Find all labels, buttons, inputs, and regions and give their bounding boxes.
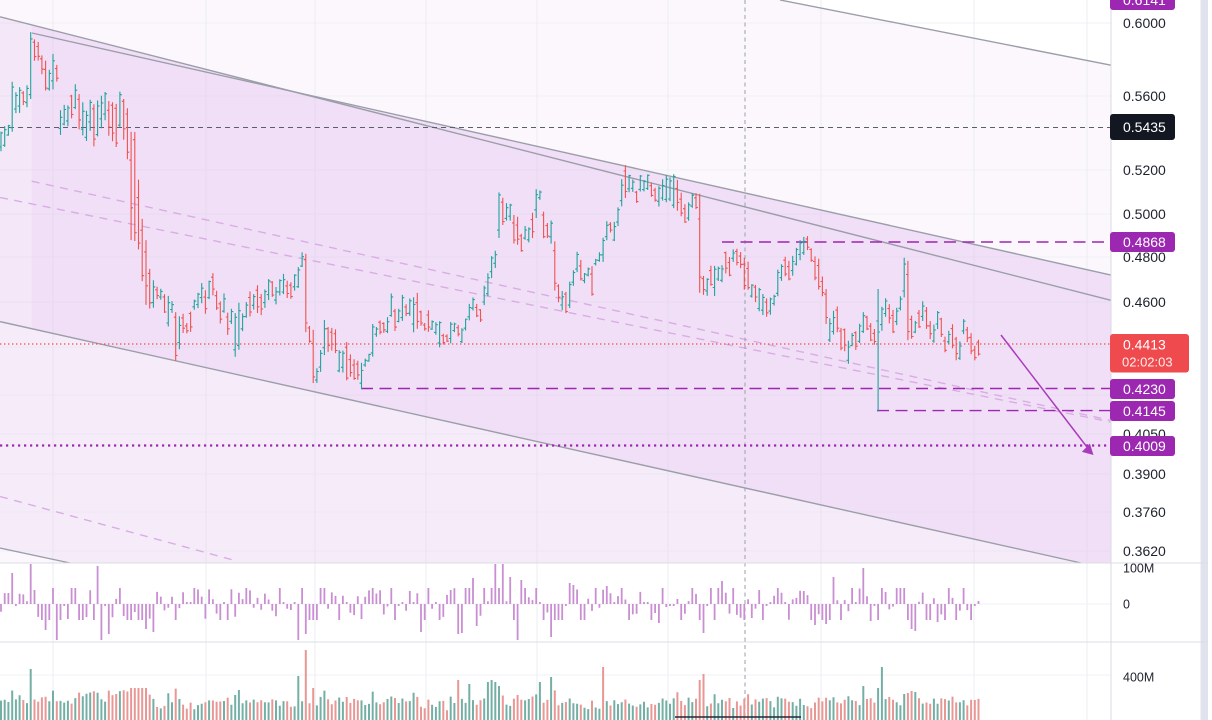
svg-text:0.4230: 0.4230 bbox=[1123, 381, 1166, 397]
svg-text:0.5435: 0.5435 bbox=[1123, 119, 1166, 135]
svg-text:0.4600: 0.4600 bbox=[1123, 294, 1166, 310]
svg-text:100M: 100M bbox=[1123, 561, 1154, 575]
svg-text:0.6000: 0.6000 bbox=[1123, 15, 1166, 31]
svg-text:0.4868: 0.4868 bbox=[1123, 234, 1166, 250]
svg-text:0.5600: 0.5600 bbox=[1123, 88, 1166, 104]
svg-text:0.6141: 0.6141 bbox=[1123, 0, 1166, 8]
svg-text:0.4145: 0.4145 bbox=[1123, 403, 1166, 419]
svg-text:0.5000: 0.5000 bbox=[1123, 206, 1166, 222]
svg-text:0.4413: 0.4413 bbox=[1123, 337, 1166, 353]
svg-text:02:02:03: 02:02:03 bbox=[1122, 355, 1173, 370]
svg-text:0.4009: 0.4009 bbox=[1123, 438, 1166, 454]
svg-text:0.3900: 0.3900 bbox=[1123, 466, 1166, 482]
svg-text:0: 0 bbox=[1123, 597, 1130, 611]
svg-text:0.4800: 0.4800 bbox=[1123, 249, 1166, 265]
svg-text:400M: 400M bbox=[1123, 670, 1154, 684]
svg-text:0.3620: 0.3620 bbox=[1123, 543, 1166, 559]
svg-text:0.5200: 0.5200 bbox=[1123, 162, 1166, 178]
svg-text:0.3760: 0.3760 bbox=[1123, 504, 1166, 520]
